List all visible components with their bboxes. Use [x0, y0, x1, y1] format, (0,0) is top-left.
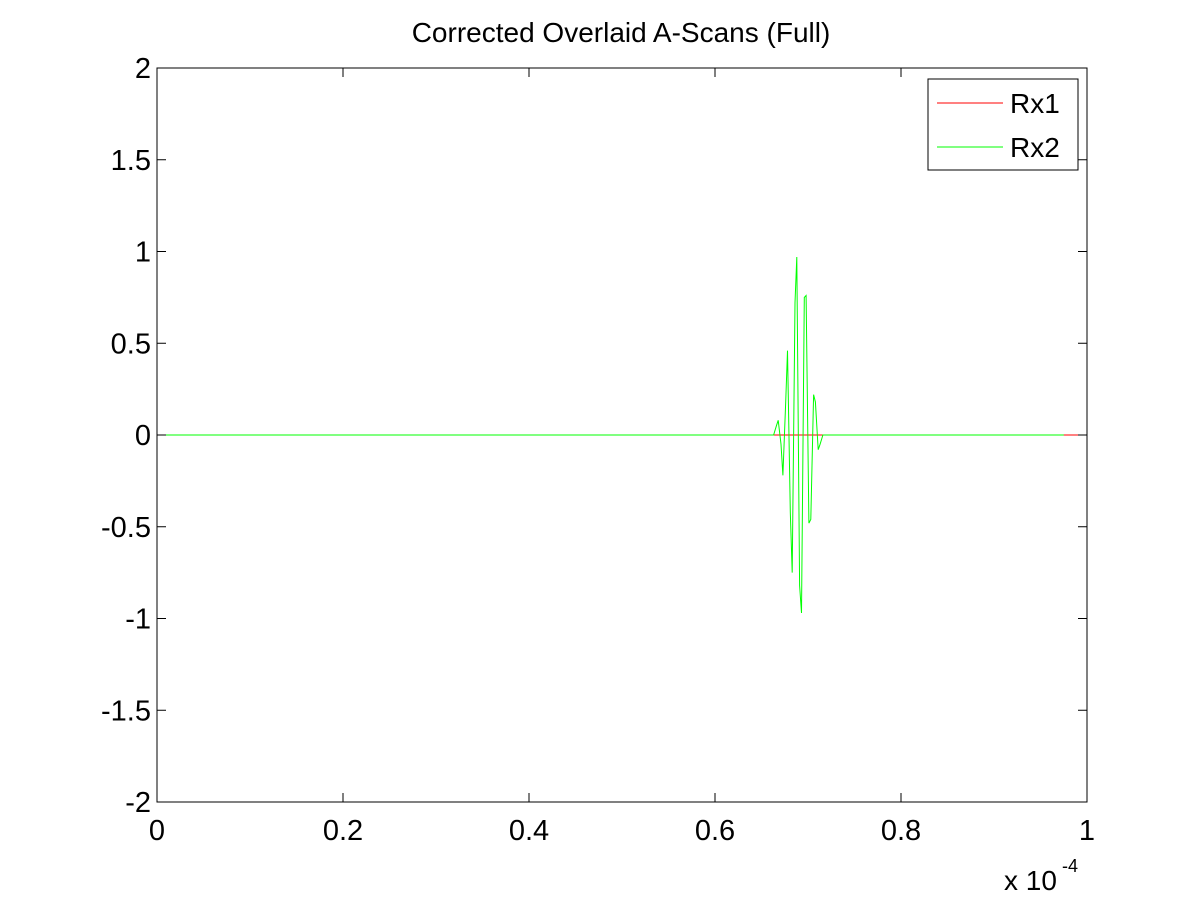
- x-tick-label: 0.2: [323, 815, 363, 847]
- y-tick-label: 2: [135, 53, 151, 85]
- x-exponent-power: -4: [1062, 856, 1078, 876]
- y-tick-label: -1: [125, 604, 151, 636]
- legend-label-rx1: Rx1: [1010, 88, 1060, 119]
- legend-label-rx2: Rx2: [1010, 132, 1060, 163]
- x-tick-label: 0.8: [881, 815, 921, 847]
- x-exponent-base: x 10: [1004, 865, 1057, 896]
- x-tick-label: 1: [1079, 815, 1095, 847]
- x-axis-exponent: x 10 -4: [1004, 856, 1078, 896]
- series-line-rx2: [157, 256, 1064, 614]
- y-tick-label: 1.5: [111, 145, 151, 177]
- y-tick-label: 1: [135, 237, 151, 269]
- y-tick-label: -2: [125, 787, 151, 819]
- y-tick-label: -0.5: [101, 512, 151, 544]
- legend-box: [927, 78, 1079, 171]
- y-tick-label: 0.5: [111, 328, 151, 360]
- y-tick-label: 0: [135, 420, 151, 452]
- ticks-layer: 0 0.2 0.4 0.6 0.8 1 2 1.5 1 0.5 0 -0.5 -1 -1.5 -2: [101, 53, 1095, 847]
- y-tick-label: -1.5: [101, 695, 151, 727]
- x-tick-label: 0.6: [695, 815, 735, 847]
- x-tick-label: 0: [149, 815, 165, 847]
- x-tick-label: 0.4: [509, 815, 549, 847]
- chart-title: Corrected Overlaid A-Scans (Full): [412, 17, 831, 48]
